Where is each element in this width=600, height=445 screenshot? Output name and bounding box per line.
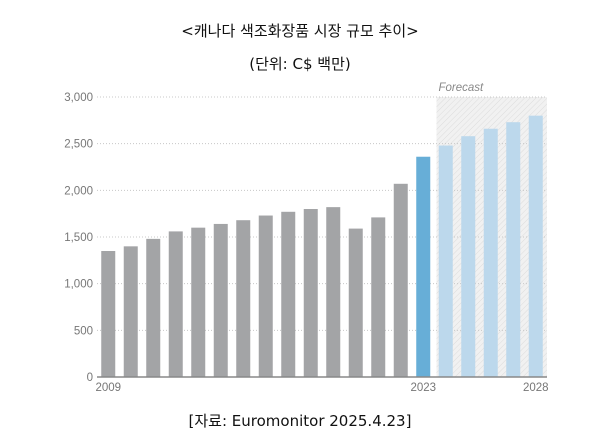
bar-2014 [213, 223, 228, 377]
y-tick-label: 0 [87, 372, 93, 384]
chart-subtitle: (단위: C$ 백만) [249, 55, 351, 73]
bar-2028 [528, 115, 543, 378]
forecast-label: Forecast [439, 82, 485, 94]
bar-2011 [146, 238, 161, 377]
chart-source: [자료: Euromonitor 2025.4.23] [188, 412, 412, 430]
bar-2015 [236, 220, 251, 377]
y-tick-label: 1,500 [64, 232, 93, 244]
y-tick-label: 2,000 [64, 185, 93, 197]
y-tick-label: 1,000 [64, 279, 93, 291]
bar-2023 [416, 156, 431, 377]
bar-2021 [371, 217, 386, 377]
bar-2016 [258, 215, 273, 377]
x-tick-label: 2009 [95, 382, 121, 394]
y-tick-label: 2,500 [64, 139, 93, 151]
bar-2009 [101, 251, 116, 377]
chart-title: <캐나다 색조화장품 시장 규모 추이> [181, 22, 419, 40]
bar-2025 [461, 136, 476, 377]
y-tick-label: 500 [74, 325, 93, 337]
bar-2010 [123, 246, 138, 377]
bar-2013 [191, 227, 206, 377]
x-tick-label: 2028 [523, 382, 549, 394]
bar-2027 [506, 122, 521, 377]
bar-2012 [168, 231, 183, 377]
bar-2022 [393, 183, 408, 377]
y-tick-label: 3,000 [64, 92, 93, 104]
x-tick-label: 2023 [410, 382, 436, 394]
bar-2020 [348, 228, 363, 377]
bar-2018 [303, 209, 318, 377]
bar-2024 [438, 145, 453, 377]
bar-2026 [483, 128, 498, 377]
bar-2017 [281, 211, 296, 377]
bar-2019 [326, 207, 341, 377]
